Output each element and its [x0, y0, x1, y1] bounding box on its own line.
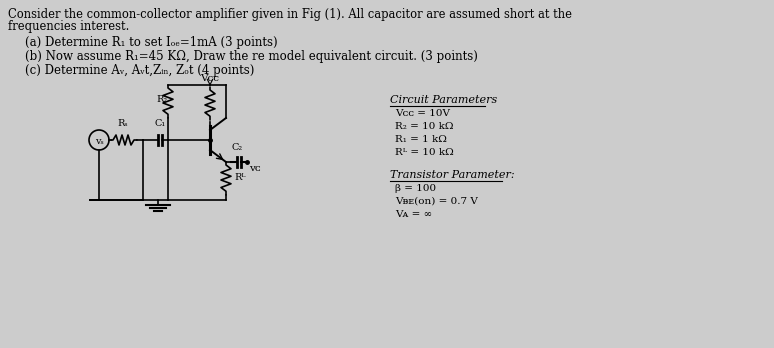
Text: vᴄ: vᴄ: [249, 164, 261, 173]
Text: Rᴸ: Rᴸ: [234, 173, 245, 182]
Text: R₂: R₂: [156, 95, 167, 104]
Text: Consider the common-collector amplifier given in Fig (1). All capacitor are assu: Consider the common-collector amplifier …: [8, 8, 572, 21]
Text: β = 100: β = 100: [395, 184, 436, 193]
Text: Transistor Parameter:: Transistor Parameter:: [390, 170, 515, 180]
Text: (b) Now assume R₁=45 KΩ, Draw the re model equivalent circuit. (3 points): (b) Now assume R₁=45 KΩ, Draw the re mod…: [25, 50, 478, 63]
Text: Rᴸ = 10 kΩ: Rᴸ = 10 kΩ: [395, 148, 454, 157]
Text: Vᴄᴄ = 10V: Vᴄᴄ = 10V: [395, 109, 450, 118]
Text: C₁: C₁: [154, 119, 166, 128]
Text: Rₛ: Rₛ: [118, 119, 128, 128]
Text: Circuit Parameters: Circuit Parameters: [390, 95, 497, 105]
Text: Vᴀ = ∞: Vᴀ = ∞: [395, 210, 432, 219]
Text: Vcc: Vcc: [200, 74, 220, 83]
Text: R₂ = 10 kΩ: R₂ = 10 kΩ: [395, 122, 454, 131]
Text: C₂: C₂: [231, 143, 242, 152]
Text: frequencies interest.: frequencies interest.: [8, 20, 129, 33]
Text: Vᴃᴇ(on) = 0.7 V: Vᴃᴇ(on) = 0.7 V: [395, 197, 478, 206]
Text: (a) Determine R₁ to set Iₒₑ=1mA (3 points): (a) Determine R₁ to set Iₒₑ=1mA (3 point…: [25, 36, 278, 49]
Text: vₛ: vₛ: [94, 136, 104, 145]
Text: (c) Determine Aᵥ, Aᵥt,Zᵢₙ, Zₒt (4 points): (c) Determine Aᵥ, Aᵥt,Zᵢₙ, Zₒt (4 points…: [25, 64, 255, 77]
Text: R₁ = 1 kΩ: R₁ = 1 kΩ: [395, 135, 447, 144]
